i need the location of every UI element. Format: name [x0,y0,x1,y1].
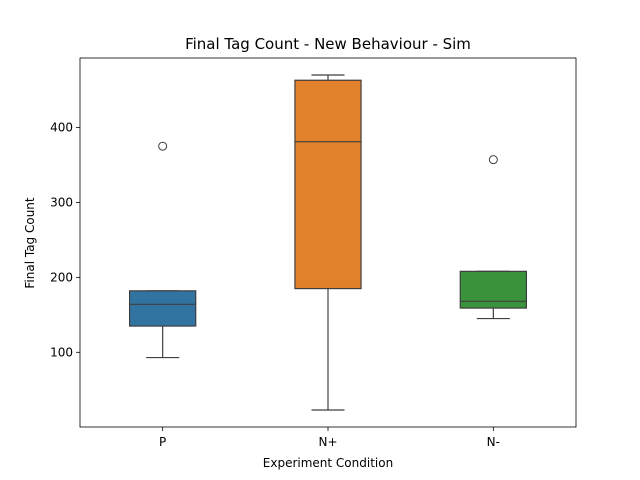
x-axis-label: Experiment Condition [263,456,393,470]
x-tick-label: N+ [318,435,337,449]
y-tick-label: 300 [50,195,73,209]
box-iqr [129,290,197,327]
y-tick-label: 200 [50,270,73,284]
outlier-point [158,141,168,151]
y-tick-label: 100 [50,345,73,359]
y-tick-label: 400 [50,120,73,134]
x-tick-label: N- [487,435,500,449]
y-axis-label: Final Tag Count [23,197,37,289]
box-nplus [294,74,362,411]
chart-title: Final Tag Count - New Behaviour - Sim [185,35,471,53]
box-iqr [294,79,362,290]
box-nminus [459,155,527,320]
box-p [129,141,197,359]
box-iqr [459,270,527,309]
outlier-point [488,155,498,165]
plot-area: 100 200 300 400 P N+ N- [50,57,577,449]
x-tick-label: P [159,435,166,449]
